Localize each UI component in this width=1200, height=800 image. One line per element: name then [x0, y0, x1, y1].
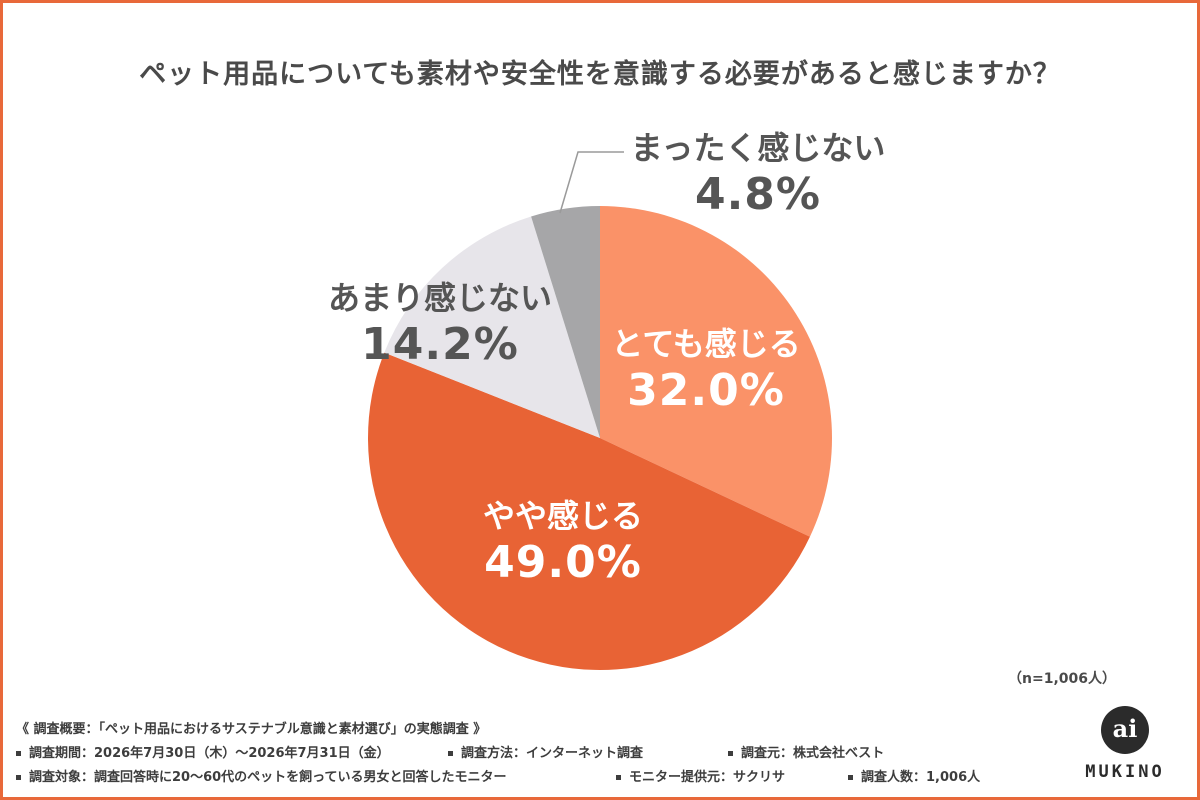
slice-label-not-much: あまり感じない 14.2% [328, 278, 552, 372]
slice-label-somewhat: やや感じる 49.0% [483, 496, 643, 590]
footer-count: 調査人数：1,006人 [848, 766, 980, 790]
survey-title: 《 調査概要：「ペット用品におけるサステナブル意識と素材選び」の実態調査 》 [16, 722, 487, 737]
slice-name-somewhat: やや感じる [482, 497, 644, 535]
bullet-icon [616, 775, 621, 780]
survey-footer: 《 調査概要：「ペット用品におけるサステナブル意識と素材選び」の実態調査 》 調… [16, 718, 1056, 790]
footer-row-2: 調査対象：調査回答時に20〜60代のペットを飼っている男女と回答したモニター モニ… [16, 766, 1056, 790]
logo-wordmark: MUKINO [1085, 762, 1165, 782]
bullet-icon [728, 751, 733, 756]
slice-percent-somewhat: 49.0% [484, 537, 642, 588]
brand-logo: ai MUKINO [1080, 706, 1170, 792]
bullet-icon [848, 775, 853, 780]
footer-source: 調査元：株式会社ベスト [728, 742, 884, 766]
footer-target: 調査対象：調査回答時に20〜60代のペットを飼っている男女と回答したモニター [16, 766, 616, 790]
slice-name-not-at-all: まったく感じない [630, 129, 886, 167]
bullet-icon [448, 751, 453, 756]
leader-line [559, 151, 624, 214]
bullet-icon [16, 775, 21, 780]
pie-slice-not-at-all [531, 206, 600, 438]
slice-name-not-much: あまり感じない [327, 279, 553, 317]
logo-mark-icon: ai [1101, 706, 1149, 754]
chart-title: ペット用品についても素材や安全性を意識する必要があると感じますか？ [139, 59, 1061, 90]
slice-percent-not-at-all: 4.8% [694, 169, 822, 220]
pie-slice-very [600, 206, 832, 537]
sample-size-note: （n=1,006人） [1008, 671, 1116, 687]
pie-slice-not-much [384, 216, 600, 438]
pie-slice-somewhat [368, 352, 810, 670]
slice-label-very: とても感じる 32.0% [611, 324, 800, 418]
slice-name-very: とても感じる [611, 325, 801, 363]
footer-method: 調査方法：インターネット調査 [448, 742, 728, 766]
bullet-icon [16, 751, 21, 756]
slice-label-not-at-all: まったく感じない 4.8% [631, 128, 886, 222]
footer-provider: モニター提供元：サクリサ [616, 766, 848, 790]
slice-percent-not-much: 14.2% [361, 319, 519, 370]
slice-percent-very: 32.0% [627, 365, 785, 416]
footer-period: 調査期間：2026年7月30日（木）〜2026年7月31日（金） [16, 742, 448, 766]
footer-row-1: 調査期間：2026年7月30日（木）〜2026年7月31日（金） 調査方法：インタ… [16, 742, 1056, 766]
